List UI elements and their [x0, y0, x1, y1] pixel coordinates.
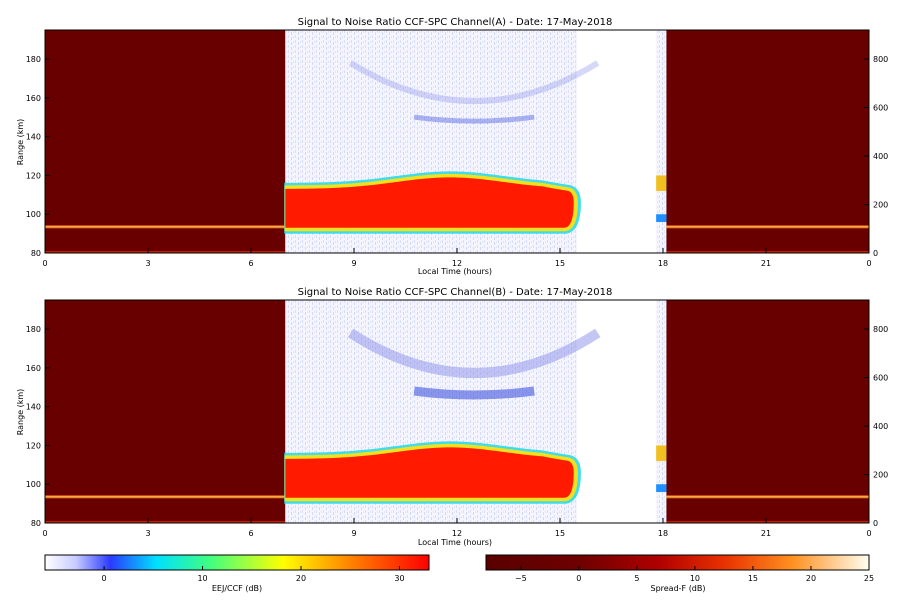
right-y-tick-label: 0	[873, 249, 878, 258]
colorbar-tick-label: 20	[296, 574, 306, 583]
x-tick-label: 0	[866, 259, 871, 268]
y-tick-label: 100	[26, 480, 41, 489]
colorbar-tick-label: −5	[515, 574, 527, 583]
y-tick-label: 120	[26, 171, 41, 180]
narrow-echo-patch-lower	[656, 214, 667, 222]
right-y-tick-label: 400	[873, 152, 888, 161]
panel-b-ylabel: Range (km)	[16, 389, 25, 436]
panel-b-title: Signal to Noise Ratio CCF-SPC Channel(B)…	[298, 287, 613, 298]
region-spread-f-3	[666, 300, 869, 523]
x-tick-label: 6	[248, 259, 253, 268]
echo-150km-arc	[348, 60, 600, 104]
x-tick-label: 9	[351, 259, 356, 268]
colorbar-tick-label: 0	[576, 574, 581, 583]
colorbar-tick-label: 15	[748, 574, 758, 583]
panel-channel-a: Signal to Noise Ratio CCF-SPC Channel(A)…	[16, 17, 888, 276]
panel-b-y-axis: 80 100 120 140 160 180	[26, 325, 50, 528]
right-y-tick-label: 200	[873, 471, 888, 480]
y-tick-label: 160	[26, 364, 41, 373]
panel-b-heatmap	[45, 300, 869, 523]
panel-b-x-axis: 0 3 6 9 12 15 18 21 0	[42, 518, 872, 538]
x-tick-label: 9	[351, 529, 356, 538]
narrow-echo-patch-upper	[656, 445, 667, 461]
echo-layer-core	[285, 447, 574, 498]
panel-a-x-axis: 0 3 6 9 12 15 18 21 0	[42, 248, 872, 268]
y-tick-label: 140	[26, 133, 41, 142]
right-y-tick-label: 800	[873, 325, 888, 334]
y-tick-label: 180	[26, 55, 41, 64]
colorbar-tick-label: 20	[806, 574, 816, 583]
colorbar-eej: 0 10 20 30 EEJ/CCF (dB)	[44, 554, 430, 593]
x-tick-label: 12	[452, 529, 462, 538]
panel-a-heatmap	[45, 30, 869, 253]
panel-channel-b: Signal to Noise Ratio CCF-SPC Channel(B)…	[16, 287, 888, 547]
panel-a-y-axis: 80 100 120 140 160 180	[26, 55, 50, 258]
region-spread-f-0	[45, 300, 286, 523]
echo-150km-core	[413, 386, 535, 400]
x-tick-label: 0	[42, 259, 47, 268]
panel-a-title: Signal to Noise Ratio CCF-SPC Channel(A)…	[298, 17, 613, 28]
region-eej-ccf-2	[656, 300, 667, 523]
x-tick-label: 0	[42, 529, 47, 538]
right-y-tick-label: 400	[873, 422, 888, 431]
colorbar-tick-label: 10	[690, 574, 700, 583]
x-tick-label: 12	[452, 259, 462, 268]
colorbar-eej-label: EEJ/CCF (dB)	[212, 584, 262, 593]
colorbar-eej-gradient	[44, 554, 430, 571]
x-tick-label: 18	[658, 259, 668, 268]
right-y-tick-label: 600	[873, 104, 888, 113]
x-tick-label: 15	[555, 259, 565, 268]
spread-f-bottom-edge	[45, 251, 286, 253]
y-tick-label: 160	[26, 94, 41, 103]
y-tick-label: 80	[31, 249, 41, 258]
x-tick-label: 21	[761, 259, 771, 268]
spread-f-thin-layer-core	[666, 496, 869, 498]
x-tick-label: 18	[658, 529, 668, 538]
right-y-tick-label: 200	[873, 201, 888, 210]
region-spread-f-3	[666, 30, 869, 253]
panel-a-right-axis: 0 200 400 600 800	[864, 55, 888, 258]
x-tick-label: 21	[761, 529, 771, 538]
y-tick-label: 140	[26, 403, 41, 412]
x-tick-label: 3	[145, 259, 150, 268]
y-tick-label: 80	[31, 519, 41, 528]
spread-f-thin-layer-core	[45, 496, 286, 498]
y-tick-label: 100	[26, 210, 41, 219]
spread-f-thin-layer-core	[45, 226, 286, 228]
colorbar-tick-label: 30	[394, 574, 404, 583]
region-eej-ccf-2	[656, 30, 667, 253]
echo-150km-core	[413, 114, 535, 124]
colorbar-tick-label: 5	[634, 574, 639, 583]
narrow-echo-patch-lower	[656, 484, 667, 492]
right-y-tick-label: 800	[873, 55, 888, 64]
y-tick-label: 120	[26, 441, 41, 450]
spread-f-thin-layer-core	[666, 226, 869, 228]
colorbar-tick-label: 0	[102, 574, 107, 583]
colorbar-tick-label: 10	[197, 574, 207, 583]
panel-b-right-axis: 0 200 400 600 800	[864, 325, 888, 528]
panel-b-xlabel: Local Time (hours)	[418, 538, 492, 547]
right-y-tick-label: 0	[873, 519, 878, 528]
spread-f-bottom-edge	[666, 521, 869, 523]
x-tick-label: 15	[555, 529, 565, 538]
colorbar-tick-label: 25	[864, 574, 874, 583]
x-tick-label: 0	[866, 529, 871, 538]
spread-f-bottom-edge	[666, 251, 869, 253]
colorbar-spread-f-gradient	[485, 554, 870, 571]
colorbar-spread-f: −5 0 5 10 15 20 25 Spread-F (dB)	[485, 554, 874, 593]
panel-a-xlabel: Local Time (hours)	[418, 267, 492, 276]
x-tick-label: 3	[145, 529, 150, 538]
right-y-tick-label: 600	[873, 374, 888, 383]
y-tick-label: 180	[26, 325, 41, 334]
spread-f-bottom-edge	[45, 521, 286, 523]
x-tick-label: 6	[248, 529, 253, 538]
echo-layer-core	[285, 177, 574, 228]
narrow-echo-patch-upper	[656, 175, 667, 191]
panel-a-ylabel: Range (km)	[16, 119, 25, 166]
echo-150km-arc	[347, 328, 601, 378]
colorbar-spread-f-label: Spread-F (dB)	[650, 584, 705, 593]
region-spread-f-0	[45, 30, 286, 253]
